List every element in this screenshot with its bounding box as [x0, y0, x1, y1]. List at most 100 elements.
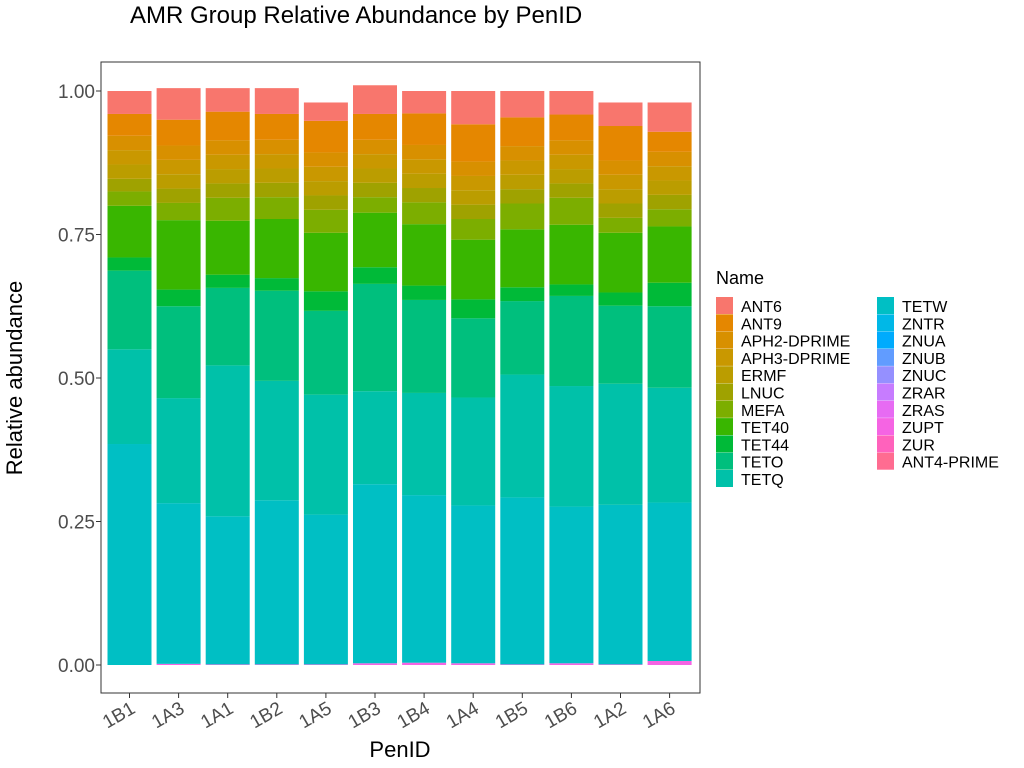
bar-segment-1B5-aph3-dprime: [500, 160, 545, 175]
bar-segment-1A4-tetq: [451, 397, 496, 506]
bar-segment-1B1-lnuc: [107, 178, 152, 192]
legend-title: Name: [716, 268, 764, 288]
bar-segment-1B6-tetw: [549, 506, 594, 664]
bar-segment-1A1-tetw: [205, 516, 250, 665]
bar-segment-1B1-tetq: [107, 349, 152, 445]
bar-segment-1B6-ermf: [549, 169, 594, 184]
bar-segment-1A4-teto: [451, 318, 496, 398]
bar-segment-1A2-aph2-dprime: [598, 160, 643, 175]
bar-segment-1B6-zupt: [549, 663, 594, 665]
bar-segment-1A3-tetw: [156, 503, 201, 664]
legend-label-zupt: ZUPT: [902, 420, 944, 437]
bar-segment-1B5-lnuc: [500, 189, 545, 204]
legend: Name ANT6ANT9APH2-DPRIMEAPH3-DPRIMEERMFL…: [716, 268, 999, 489]
bar-segment-1A6-tetq: [647, 387, 692, 503]
bar-segment-1A6-tetw: [647, 502, 692, 661]
legend-swatch-aph2-dprime: [716, 331, 733, 349]
bar-segment-1B2-aph2-dprime: [254, 139, 299, 155]
bar-segment-1B6-tet44: [549, 284, 594, 296]
y-tick-label: 0.50: [58, 369, 95, 390]
bar-segment-1A3-ermf: [156, 174, 201, 189]
y-tick-label: 0.75: [58, 226, 95, 247]
x-tick-label-1A1: 1A1: [197, 698, 237, 733]
bar-segment-1A2-tetq: [598, 383, 643, 505]
bar-segment-1A6-teto: [647, 306, 692, 388]
bar-segment-1B3-ant6: [353, 85, 397, 114]
bar-segment-1A1-aph2-dprime: [205, 140, 250, 155]
bar-segment-1A5-ant6: [303, 102, 348, 121]
bar-segment-1A2-zupt: [598, 664, 643, 665]
x-tick-label-1A4: 1A4: [443, 698, 483, 733]
bar-segment-1A5-aph2-dprime: [303, 152, 348, 167]
bar-segment-1A3-tet44: [156, 289, 201, 307]
bar-segment-1A6-lnuc: [647, 194, 692, 210]
bar-segment-1B2-ant9: [254, 113, 299, 140]
bar-segment-1B4-mefa: [402, 202, 447, 225]
bar-segment-1A4-zupt: [451, 663, 496, 665]
bar-segment-1B2-zupt: [254, 664, 299, 665]
legend-label-zras: ZRAS: [902, 403, 945, 420]
x-axis-title: PenID: [369, 737, 430, 762]
bar-segment-1B1-tetw: [107, 444, 152, 665]
bar-segment-1B1-ermf: [107, 164, 152, 179]
legend-swatch-ermf: [716, 366, 733, 384]
bar-segment-1B6-tet40: [549, 224, 594, 285]
legend-label-znua: ZNUA: [902, 334, 946, 351]
bar-segment-1A3-aph2-dprime: [156, 145, 201, 160]
bar-segment-1B4-zupt: [402, 662, 447, 665]
legend-swatch-teto: [716, 452, 733, 470]
bar-segment-1B3-ant9: [353, 113, 397, 140]
bar-segment-1A2-ant6: [598, 102, 643, 127]
bar-segment-1A5-aph3-dprime: [303, 166, 348, 182]
legend-swatch-aph3-dprime: [716, 348, 733, 366]
bar-segment-1A4-ermf: [451, 190, 496, 205]
bar-segment-1B1-teto: [107, 270, 152, 350]
bar-segment-1B5-teto: [500, 301, 545, 375]
legend-label-tet44: TET44: [741, 437, 789, 454]
bar-segment-1A1-zupt: [205, 664, 250, 665]
legend-label-tetw: TETW: [902, 299, 948, 316]
x-tick-label-1B1: 1B1: [99, 698, 139, 733]
bar-segment-1A3-ant9: [156, 119, 201, 146]
bar-segment-1A6-tet44: [647, 282, 692, 307]
y-axis: 0.00 0.25 0.50 0.75 1.00: [58, 82, 101, 677]
bar-segment-1A4-tetw: [451, 505, 496, 664]
bar-segment-1A6-tet40: [647, 226, 692, 283]
bar-segment-1A5-teto: [303, 310, 348, 395]
bar-segment-1B2-ant6: [254, 88, 299, 114]
bar-segment-1A2-ant9: [598, 126, 643, 161]
legend-swatch-znua: [877, 331, 894, 349]
legend-swatch-mefa: [716, 400, 733, 418]
bar-segment-1B5-tet40: [500, 229, 545, 288]
bar-segment-1B5-ant9: [500, 117, 545, 147]
bar-segment-1B2-tet40: [254, 219, 299, 279]
legend-label-ant4-prime: ANT4-PRIME: [902, 455, 999, 472]
bar-segment-1A2-tet44: [598, 292, 643, 306]
legend-swatch-zupt: [877, 418, 894, 436]
bar-segment-1B6-aph3-dprime: [549, 154, 594, 170]
bar-segment-1A6-aph2-dprime: [647, 151, 692, 167]
legend-label-lnuc: LNUC: [741, 386, 785, 403]
bar-segment-1B4-tet44: [402, 285, 447, 300]
bar-segment-1B1-ant6: [107, 91, 152, 114]
bar-segment-1B3-mefa: [353, 197, 397, 213]
bar-segment-1B6-lnuc: [549, 183, 594, 198]
legend-label-tetq: TETQ: [741, 472, 784, 489]
bar-segment-1A3-lnuc: [156, 188, 201, 203]
bar-segment-1B3-lnuc: [353, 182, 397, 198]
bar-segment-1A4-lnuc: [451, 204, 496, 219]
bar-segment-1A1-ant6: [205, 88, 250, 112]
bar-segment-1A3-mefa: [156, 202, 201, 221]
legend-label-zrar: ZRAR: [902, 386, 946, 403]
legend-swatch-zur: [877, 435, 894, 453]
y-axis-title: Relative abundance: [2, 281, 27, 475]
y-tick-label: 1.00: [58, 82, 95, 103]
legend-swatch-zntr: [877, 314, 894, 332]
bar-segment-1A1-tet44: [205, 274, 250, 288]
legend-label-mefa: MEFA: [741, 403, 785, 420]
bar-segment-1A6-aph3-dprime: [647, 166, 692, 181]
bar-segment-1A2-mefa: [598, 217, 643, 233]
legend-label-aph3-dprime: APH3-DPRIME: [741, 351, 850, 368]
bar-segment-1B4-lnuc: [402, 188, 447, 203]
bar-segment-1B6-teto: [549, 295, 594, 387]
